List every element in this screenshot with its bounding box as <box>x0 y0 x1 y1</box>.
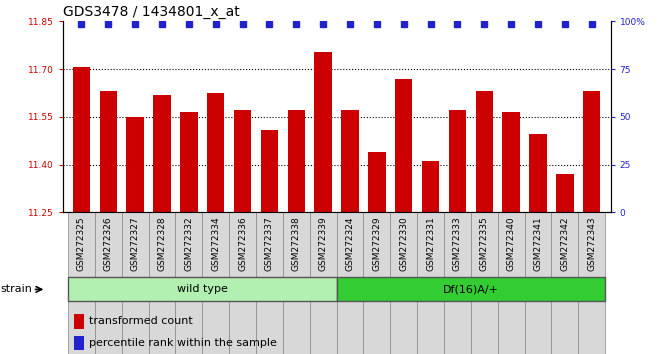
FancyBboxPatch shape <box>417 212 444 354</box>
Bar <box>153 95 171 212</box>
Bar <box>234 110 251 212</box>
Text: percentile rank within the sample: percentile rank within the sample <box>89 338 277 348</box>
FancyBboxPatch shape <box>578 212 605 354</box>
FancyBboxPatch shape <box>364 212 390 354</box>
Text: GSM272330: GSM272330 <box>399 216 409 271</box>
Bar <box>74 314 84 329</box>
Bar <box>476 91 493 212</box>
FancyBboxPatch shape <box>122 212 148 354</box>
Bar <box>529 135 546 212</box>
Text: GSM272333: GSM272333 <box>453 216 462 271</box>
FancyBboxPatch shape <box>229 212 256 354</box>
Bar <box>422 161 440 212</box>
Bar <box>341 110 359 212</box>
Text: GSM272326: GSM272326 <box>104 216 113 271</box>
FancyBboxPatch shape <box>95 212 122 354</box>
Text: GSM272338: GSM272338 <box>292 216 301 271</box>
FancyBboxPatch shape <box>176 212 203 354</box>
FancyBboxPatch shape <box>203 212 229 354</box>
Text: GSM272337: GSM272337 <box>265 216 274 271</box>
Bar <box>556 174 574 212</box>
Bar <box>368 152 385 212</box>
Bar <box>180 112 197 212</box>
Text: GSM272334: GSM272334 <box>211 216 220 271</box>
Bar <box>68 278 337 301</box>
Bar <box>74 336 84 350</box>
Text: GSM272343: GSM272343 <box>587 216 596 271</box>
Bar <box>261 130 279 212</box>
Text: GSM272328: GSM272328 <box>158 216 166 271</box>
Text: GSM272331: GSM272331 <box>426 216 435 271</box>
Bar <box>337 278 605 301</box>
Text: GSM272336: GSM272336 <box>238 216 247 271</box>
Bar <box>395 79 412 212</box>
FancyBboxPatch shape <box>444 212 471 354</box>
Text: wild type: wild type <box>177 284 228 295</box>
FancyBboxPatch shape <box>337 212 364 354</box>
Bar <box>449 110 466 212</box>
FancyBboxPatch shape <box>471 212 498 354</box>
FancyBboxPatch shape <box>551 212 578 354</box>
Bar <box>314 52 332 212</box>
FancyBboxPatch shape <box>498 212 525 354</box>
Text: GSM272325: GSM272325 <box>77 216 86 271</box>
Text: GSM272335: GSM272335 <box>480 216 489 271</box>
Bar <box>583 91 601 212</box>
Text: GSM272332: GSM272332 <box>184 216 193 271</box>
Bar <box>73 68 90 212</box>
Text: GSM272339: GSM272339 <box>319 216 327 271</box>
Text: GSM272327: GSM272327 <box>131 216 140 271</box>
FancyBboxPatch shape <box>148 212 176 354</box>
Bar <box>127 117 144 212</box>
FancyBboxPatch shape <box>283 212 310 354</box>
FancyBboxPatch shape <box>525 212 551 354</box>
Bar <box>288 110 305 212</box>
Text: Df(16)A/+: Df(16)A/+ <box>443 284 499 295</box>
Text: transformed count: transformed count <box>89 316 193 326</box>
Text: GSM272342: GSM272342 <box>560 216 570 271</box>
FancyBboxPatch shape <box>390 212 417 354</box>
Text: GSM272329: GSM272329 <box>372 216 381 271</box>
Text: GSM272341: GSM272341 <box>533 216 543 271</box>
FancyBboxPatch shape <box>310 212 337 354</box>
Text: strain: strain <box>1 284 32 295</box>
Text: GSM272324: GSM272324 <box>346 216 354 271</box>
Text: GDS3478 / 1434801_x_at: GDS3478 / 1434801_x_at <box>63 5 240 19</box>
Bar <box>502 112 520 212</box>
Bar <box>207 93 224 212</box>
Bar <box>100 91 117 212</box>
Text: GSM272340: GSM272340 <box>507 216 515 271</box>
FancyBboxPatch shape <box>256 212 283 354</box>
FancyBboxPatch shape <box>68 212 95 354</box>
